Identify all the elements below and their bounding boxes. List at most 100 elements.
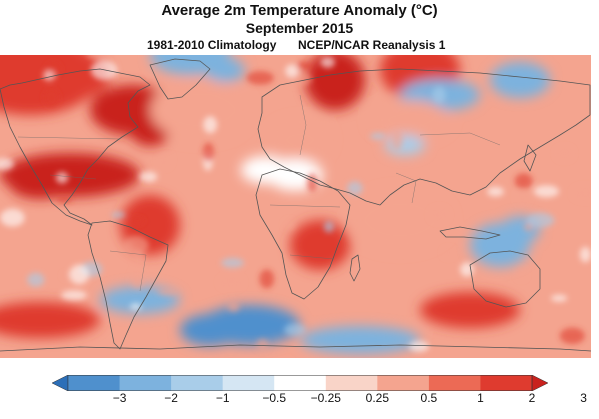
coast-japan xyxy=(523,144,537,172)
anomaly-region-tibet-0 xyxy=(385,135,425,155)
anomaly-speckle xyxy=(246,71,274,85)
colorbar-bar xyxy=(51,374,549,392)
anomaly-detail xyxy=(0,55,591,352)
anomaly-speckle xyxy=(202,142,214,162)
anomaly-speckle xyxy=(69,264,90,285)
anomaly-speckle xyxy=(0,157,14,171)
anomaly-speckle xyxy=(533,185,560,198)
anomaly-speckle xyxy=(27,272,45,287)
anomaly-speckle xyxy=(55,172,69,184)
anomaly-speckle xyxy=(432,86,446,104)
colorbar-segment xyxy=(222,375,275,391)
anomaly-region-central-asia-0 xyxy=(370,100,450,140)
anomaly-speckle xyxy=(514,173,533,189)
colorbar-tick-label: 2 xyxy=(528,391,536,405)
map-subtitle: September 2015 xyxy=(245,20,354,36)
anomaly-region-northern-africa-0 xyxy=(270,120,330,160)
anomaly-speckle xyxy=(157,288,179,296)
anomaly-region-eastern-europe-0 xyxy=(305,55,365,110)
anomaly-speckle xyxy=(139,171,158,183)
anomaly-speckle xyxy=(429,207,449,223)
border-us-canada xyxy=(17,136,121,140)
anomaly-speckle xyxy=(130,216,145,225)
anomaly-region-greenland-1 xyxy=(205,58,245,82)
anomaly-speckle xyxy=(43,70,55,81)
anomaly-speckle xyxy=(516,190,529,205)
anomaly-region-equatorial-east-pacific-1 xyxy=(10,171,70,199)
colorbar-segment xyxy=(325,375,378,391)
anomaly-speckle xyxy=(87,55,108,59)
colorbar-tick-label: 3 xyxy=(580,391,587,405)
anomaly-speckle xyxy=(370,132,386,140)
anomaly-speckle xyxy=(0,208,25,227)
anomaly-speckle xyxy=(296,61,312,70)
colorbar-extend-high xyxy=(531,374,549,392)
anomaly-region-antarctic-margin-0 xyxy=(300,326,420,354)
anomaly-speckle xyxy=(443,248,454,258)
anomaly-region-weddell-sea-1 xyxy=(180,314,240,346)
coast-indonesia xyxy=(439,226,501,240)
coast-australia xyxy=(469,250,541,308)
anomaly-region-southern-ocean-pacific--0 xyxy=(0,302,100,338)
anomaly-region-sahara-1 xyxy=(241,156,289,184)
border-us-mexico xyxy=(49,174,97,180)
anomaly-speckle xyxy=(259,269,275,289)
anomaly-speckle xyxy=(227,301,240,312)
colorbar-segment xyxy=(274,375,327,391)
coast-madagascar xyxy=(349,254,361,282)
colorbar-outline xyxy=(67,375,533,391)
anomaly-speckle xyxy=(256,338,269,351)
anomaly-speckle xyxy=(158,151,172,168)
climatology-label: 1981-2010 Climatology xyxy=(147,38,277,52)
colorbar-tick-label: −0.25 xyxy=(310,391,341,405)
colorbar-tick-label: −0.5 xyxy=(262,391,287,405)
coast-greenland xyxy=(149,58,211,100)
colorbar-tick-label: 0.25 xyxy=(365,391,389,405)
anomaly-region-southern-africa-0 xyxy=(290,220,350,270)
anomaly-speckle xyxy=(347,181,363,195)
colorbar-segment xyxy=(68,375,121,391)
map-canvas xyxy=(0,55,591,358)
colorbar-segment xyxy=(119,375,172,391)
anomaly-speckle xyxy=(133,251,145,266)
colorbar-tick-label: 1 xyxy=(477,391,484,405)
anomaly-speckle xyxy=(579,246,591,263)
colorbar-segment xyxy=(377,375,430,391)
anomaly-speckle xyxy=(219,275,244,289)
colorbar-tick-label: −3 xyxy=(112,391,127,405)
coast-north-america xyxy=(0,68,151,226)
colorbar-tick-label: −1 xyxy=(215,391,230,405)
anomaly-speckle xyxy=(284,220,295,230)
anomaly-speckle xyxy=(284,323,306,336)
coastlines xyxy=(0,58,591,352)
anomaly-speckle xyxy=(130,269,145,289)
anomaly-speckle xyxy=(221,257,245,268)
colorbar-segment xyxy=(428,375,481,391)
anomaly-speckle xyxy=(111,211,126,219)
anomaly-speckle xyxy=(523,223,534,232)
coast-south-america xyxy=(87,220,169,350)
map-title: Average 2m Temperature Anomaly (°C) xyxy=(161,2,438,19)
anomaly-speckle xyxy=(526,212,555,228)
anomaly-region-indian-ocean-0 xyxy=(350,190,450,250)
anomaly-speckle xyxy=(320,56,335,68)
coast-antarctica xyxy=(0,344,591,352)
anomaly-speckle xyxy=(56,196,73,203)
anomaly-speckle xyxy=(517,268,526,280)
border-china xyxy=(419,132,501,146)
anomaly-speckle xyxy=(551,294,568,302)
anomaly-speckle xyxy=(572,186,591,201)
country-borders xyxy=(17,94,501,292)
border-africa-south xyxy=(289,254,335,260)
anomaly-speckle xyxy=(306,173,318,192)
anomaly-speckle xyxy=(559,327,585,344)
colorbar: −3 −2 −1 −0.5 −0.25 0.25 0.5 1 2 3 xyxy=(51,374,587,415)
anomaly-region-southern-ocean-indian--0 xyxy=(420,292,520,328)
anomaly-map xyxy=(0,55,591,358)
anomaly-speckle xyxy=(487,186,504,197)
anomaly-speckle xyxy=(285,64,299,78)
anomaly-region-east-siberia-1 xyxy=(490,62,550,98)
coast-africa xyxy=(255,168,351,300)
anomaly-speckle xyxy=(122,235,149,255)
anomaly-speckle xyxy=(60,290,87,301)
